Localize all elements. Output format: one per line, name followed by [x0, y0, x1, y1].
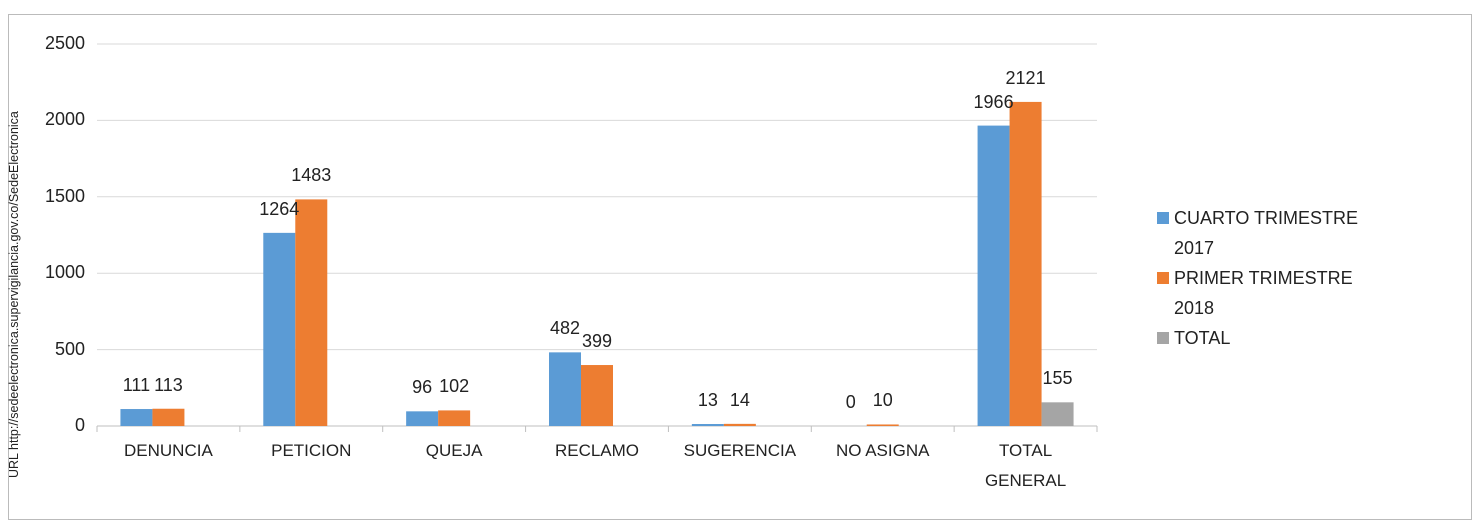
data-label: 155: [1042, 368, 1073, 389]
data-label: 96: [412, 377, 433, 398]
bar: [691, 424, 724, 426]
data-label: 113: [154, 374, 183, 395]
bar: [549, 352, 581, 426]
side-annotation: URL http://sedeelectronica.supervigilanc…: [7, 111, 21, 478]
bar: [723, 423, 756, 426]
y-tick-label: 2000: [44, 109, 85, 130]
data-label: 102: [439, 376, 470, 397]
bar: [1009, 101, 1042, 427]
legend-label: TOTAL: [1174, 328, 1231, 348]
data-label: 2121: [1005, 67, 1046, 88]
data-label: 0: [845, 392, 856, 412]
y-tick-label: 2500: [44, 33, 85, 53]
x-tick-label: QUEJA: [425, 441, 483, 460]
data-label: 10: [872, 390, 893, 411]
data-label: 1483: [291, 165, 332, 186]
bar: [581, 365, 613, 426]
data-label: 1966: [973, 91, 1014, 112]
x-tick-label: PETICION: [271, 441, 352, 460]
bar: [120, 409, 153, 426]
bar: [438, 410, 471, 426]
x-tick-label: DENUNCIA: [124, 441, 213, 460]
legend-label: CUARTO TRIMESTRE 2017: [1174, 208, 1359, 258]
x-tick-label: TOTAL GENERAL: [984, 441, 1067, 490]
y-tick-label: 0: [74, 415, 85, 435]
data-label: 14: [729, 389, 750, 410]
data-label: 13: [697, 390, 718, 410]
bar: [866, 424, 899, 426]
x-tick-label: NO ASIGNA: [835, 441, 930, 460]
x-tick-label: SUGERENCIA: [683, 441, 797, 460]
x-tick-label: RECLAMO: [554, 441, 640, 460]
legend-swatch: [1157, 212, 1169, 224]
bar: [263, 232, 296, 426]
bar: [295, 199, 328, 426]
chart-border: [8, 14, 1472, 520]
legend-swatch: [1157, 332, 1169, 344]
data-label: 482: [549, 318, 581, 339]
bar: [152, 408, 185, 426]
legend-swatch: [1157, 272, 1169, 284]
bar: [406, 411, 439, 426]
bar: [1041, 402, 1074, 426]
y-tick-label: 1000: [44, 262, 85, 283]
data-label: 399: [581, 331, 613, 352]
y-tick-label: 500: [54, 338, 85, 359]
data-label: 111: [122, 375, 151, 396]
bar: [977, 125, 1010, 426]
legend-label: PRIMER TRIMESTRE 2018: [1174, 268, 1353, 318]
y-tick-label: 1500: [44, 185, 85, 206]
data-label: 1264: [259, 198, 300, 219]
